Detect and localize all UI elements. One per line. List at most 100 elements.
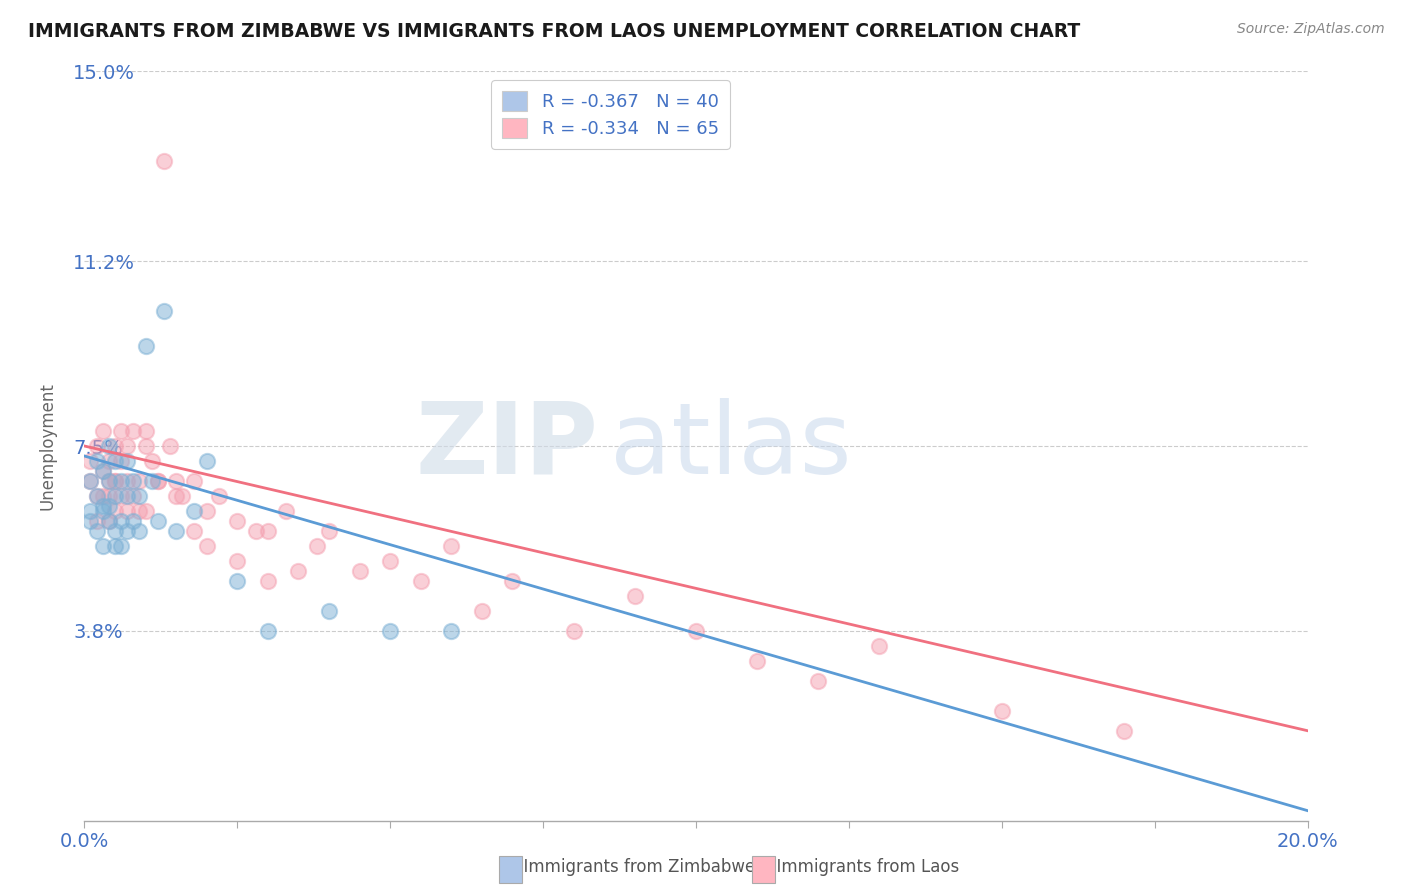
Point <box>195 539 218 553</box>
Point <box>807 673 830 688</box>
Point <box>183 474 205 488</box>
Point <box>141 474 163 488</box>
Point <box>115 524 138 538</box>
Point <box>165 474 187 488</box>
Point <box>97 454 120 468</box>
Legend: R = -0.367   N = 40, R = -0.334   N = 65: R = -0.367 N = 40, R = -0.334 N = 65 <box>491 80 730 149</box>
Point <box>562 624 585 638</box>
Point <box>91 464 114 478</box>
Point <box>153 304 176 318</box>
Point <box>869 639 891 653</box>
Point <box>97 474 120 488</box>
Point <box>1114 723 1136 738</box>
Point <box>141 454 163 468</box>
Point <box>226 554 249 568</box>
Point <box>86 454 108 468</box>
Point <box>79 514 101 528</box>
Point <box>440 539 463 553</box>
Point <box>183 504 205 518</box>
Point <box>287 564 309 578</box>
Point <box>122 489 145 503</box>
Point <box>104 524 127 538</box>
Point <box>91 499 114 513</box>
Point <box>97 439 120 453</box>
Point <box>276 504 298 518</box>
Point <box>122 474 145 488</box>
Point <box>104 539 127 553</box>
Point <box>97 514 120 528</box>
Y-axis label: Unemployment: Unemployment <box>38 382 56 510</box>
Text: Immigrants from Zimbabwe: Immigrants from Zimbabwe <box>513 858 755 876</box>
Point <box>257 524 280 538</box>
Text: atlas: atlas <box>610 398 852 494</box>
Point <box>128 474 150 488</box>
Point <box>153 154 176 169</box>
Point <box>624 589 647 603</box>
Point <box>685 624 707 638</box>
Point <box>110 424 132 438</box>
Point <box>104 489 127 503</box>
Point <box>135 339 157 353</box>
Point <box>146 514 169 528</box>
Point <box>159 439 181 453</box>
Point <box>115 439 138 453</box>
Point <box>318 524 340 538</box>
Point <box>208 489 231 503</box>
Point <box>110 514 132 528</box>
Point <box>128 524 150 538</box>
Point <box>226 574 249 588</box>
Point <box>115 474 138 488</box>
Point <box>146 474 169 488</box>
Point <box>110 454 132 468</box>
Point <box>318 604 340 618</box>
Point <box>257 624 280 638</box>
Text: IMMIGRANTS FROM ZIMBABWE VS IMMIGRANTS FROM LAOS UNEMPLOYMENT CORRELATION CHART: IMMIGRANTS FROM ZIMBABWE VS IMMIGRANTS F… <box>28 22 1080 41</box>
Point <box>135 424 157 438</box>
Point <box>79 454 101 468</box>
Point <box>122 424 145 438</box>
Point <box>91 464 114 478</box>
Point <box>502 574 524 588</box>
Point <box>128 504 150 518</box>
Text: Source: ZipAtlas.com: Source: ZipAtlas.com <box>1237 22 1385 37</box>
Point <box>305 539 328 553</box>
Point <box>97 489 120 503</box>
Point <box>183 524 205 538</box>
Point <box>380 554 402 568</box>
Point <box>97 499 120 513</box>
Point <box>115 504 138 518</box>
Point <box>86 524 108 538</box>
Point <box>172 489 194 503</box>
Point <box>86 514 108 528</box>
Point <box>86 489 108 503</box>
Point <box>195 504 218 518</box>
Point <box>135 439 157 453</box>
Point <box>110 474 132 488</box>
Point <box>747 654 769 668</box>
Point <box>165 489 187 503</box>
Point <box>991 704 1014 718</box>
Point <box>97 474 120 488</box>
Point <box>104 474 127 488</box>
Point <box>110 489 132 503</box>
Point <box>380 624 402 638</box>
Point <box>86 439 108 453</box>
Point <box>91 504 114 518</box>
Point <box>135 504 157 518</box>
Point <box>122 514 145 528</box>
Point <box>79 474 101 488</box>
Point <box>257 574 280 588</box>
Point <box>115 489 138 503</box>
Point <box>91 424 114 438</box>
Text: Immigrants from Laos: Immigrants from Laos <box>766 858 959 876</box>
Point <box>97 514 120 528</box>
Point <box>146 474 169 488</box>
Point <box>91 489 114 503</box>
Point <box>115 454 138 468</box>
Point <box>79 474 101 488</box>
Point <box>226 514 249 528</box>
Point <box>91 539 114 553</box>
Point <box>349 564 371 578</box>
Point <box>195 454 218 468</box>
Point <box>110 539 132 553</box>
